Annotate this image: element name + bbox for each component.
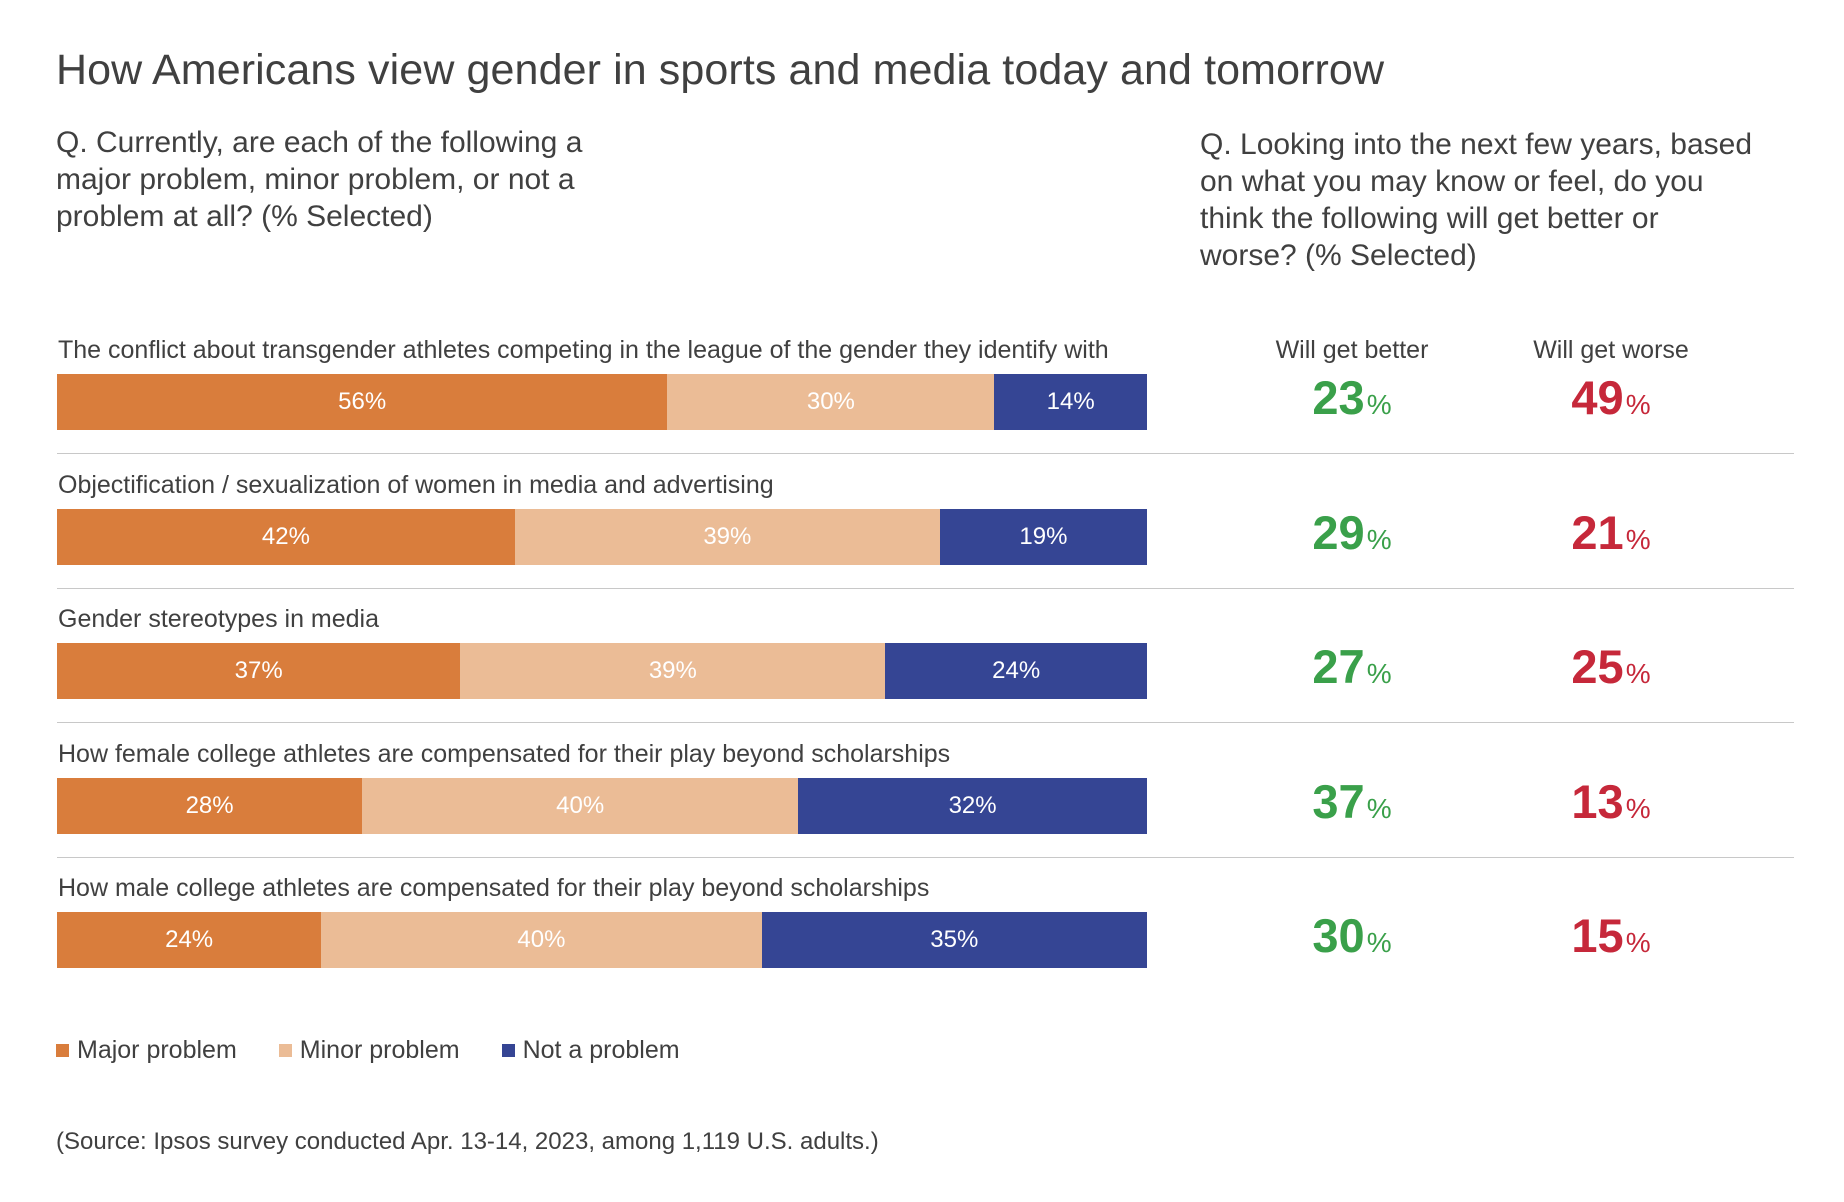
will-get-better-value: 30% [1232,908,1472,963]
legend: Major problem Minor problem Not a proble… [56,1036,722,1065]
legend-swatch-major [56,1044,69,1057]
chart-row: How female college athletes are compensa… [0,740,1844,874]
percent-sign: % [1625,523,1651,555]
percent-sign: % [1625,792,1651,824]
bar-segment-minor-problem: 40% [362,777,799,834]
data-label: 40% [556,791,605,819]
data-label: 32% [948,791,997,819]
data-label: 56% [338,388,387,415]
row-divider [57,722,1794,723]
will-get-better-value: 23% [1232,370,1472,425]
percent-sign: % [1366,523,1392,555]
legend-label-major: Major problem [77,1036,237,1064]
percent-sign: % [1366,658,1392,689]
stacked-bar: 37% 39% 24% [57,643,1147,699]
value-number: 29 [1312,505,1365,559]
source-note: (Source: Ipsos survey conducted Apr. 13-… [56,1128,879,1155]
will-get-better-value: 29% [1232,505,1472,560]
bar-segment-minor-problem: 39% [460,643,886,699]
chart-row: The conflict about transgender athletes … [0,336,1844,470]
row-divider [57,587,1794,589]
data-label: 40% [517,926,566,953]
chart-row: Gender stereotypes in media 37% 39% 24% 27% 2… [0,605,1844,739]
bar-segment-major-problem: 24% [57,912,322,968]
bar-segment-minor-problem: 40% [321,912,762,968]
data-label: 39% [703,522,752,550]
bar-segment-not-a-problem: 32% [798,777,1147,834]
will-get-worse-value: 25% [1491,639,1731,694]
value-number: 21 [1571,505,1624,559]
percent-sign: % [1366,389,1392,420]
column-header-worse: Will get worse [1533,336,1689,364]
stacked-bar: 28% 40% 32% [57,777,1147,834]
percent-sign: % [1625,658,1651,689]
bar-segment-major-problem: 37% [57,643,461,699]
category-label: Objectification / sexualization of women… [58,470,774,499]
percent-sign: % [1366,927,1392,958]
stacked-bar: 42% 39% 19% [57,508,1147,565]
stacked-bar: 24% 40% 35% [57,912,1147,968]
value-number: 49 [1571,371,1624,424]
value-number: 23 [1312,371,1365,424]
percent-sign: % [1625,389,1651,420]
value-number: 27 [1312,640,1365,693]
data-label: 37% [234,657,283,684]
will-get-worse-value: 21% [1491,505,1731,560]
data-label: 28% [185,791,234,819]
legend-item-not: Not a problem [501,1036,680,1065]
category-label: Gender stereotypes in media [58,605,380,633]
legend-swatch-minor [278,1044,292,1057]
data-label: 42% [261,522,310,550]
value-number: 25 [1571,640,1624,693]
category-label: How female college athletes are compensa… [58,739,951,768]
value-number: 37 [1312,774,1365,828]
bar-segment-not-a-problem: 14% [994,374,1147,430]
legend-label-minor: Minor problem [299,1036,460,1064]
category-label: How male college athletes are compensate… [58,874,930,902]
percent-sign: % [1625,927,1651,958]
row-divider [57,453,1794,454]
bar-segment-minor-problem: 30% [667,374,995,430]
data-label: 39% [648,657,697,684]
data-label: 30% [806,388,855,415]
legend-label-not: Not a problem [522,1036,680,1064]
legend-swatch-not [501,1044,515,1057]
data-label: 24% [165,926,214,953]
legend-item-minor: Minor problem [278,1036,460,1065]
legend-item-major: Major problem [56,1036,237,1065]
chart-row: How male college athletes are compensate… [0,874,1844,1008]
data-label: 14% [1046,388,1095,415]
column-header-better: Will get better [1275,336,1429,364]
bar-segment-not-a-problem: 24% [885,643,1147,699]
bar-segment-not-a-problem: 35% [761,912,1147,968]
bar-segment-major-problem: 28% [57,777,363,834]
will-get-worse-value: 13% [1491,774,1731,829]
question-future: Q. Looking into the next few years, base… [1200,128,1752,272]
chart-row: Objectification / sexualization of women… [0,471,1844,605]
bar-segment-major-problem: 56% [57,374,668,430]
value-number: 30 [1312,909,1365,962]
will-get-better-value: 37% [1232,774,1472,829]
data-label: 19% [1019,522,1068,550]
will-get-worse-value: 15% [1491,908,1731,963]
will-get-better-value: 27% [1232,639,1472,694]
bar-segment-minor-problem: 39% [514,508,940,565]
bar-segment-not-a-problem: 19% [939,508,1147,565]
bar-segment-major-problem: 42% [57,508,515,565]
question-current: Q. Currently, are each of the following … [56,126,583,233]
data-label: 24% [992,657,1041,684]
percent-sign: % [1366,792,1392,824]
stacked-bar: 56% 30% 14% [57,374,1147,430]
chart-title: How Americans view gender in sports and … [56,46,1385,94]
value-number: 13 [1571,774,1624,828]
data-label: 35% [930,926,979,953]
category-label: The conflict about transgender athletes … [58,336,1109,364]
row-divider [57,856,1794,858]
will-get-worse-value: 49% [1491,370,1731,425]
value-number: 15 [1571,909,1624,962]
